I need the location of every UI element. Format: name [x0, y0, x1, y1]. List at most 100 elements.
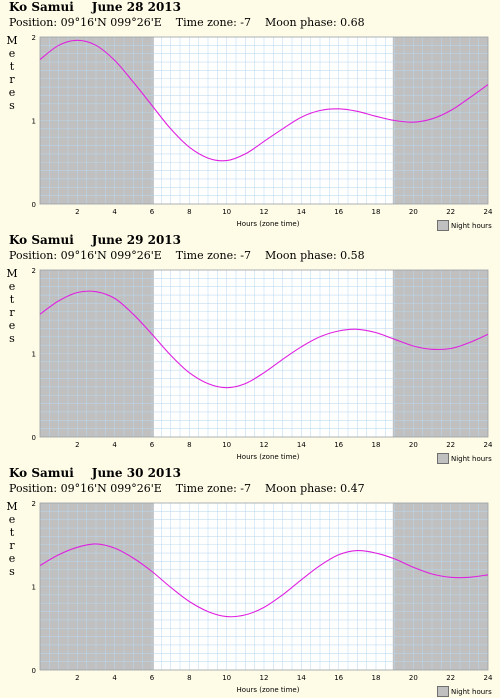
x-tick-label: 8	[187, 674, 191, 682]
x-tick-label: 20	[409, 441, 418, 449]
tide-height-line	[39, 543, 489, 618]
x-tick-label: 18	[372, 674, 381, 682]
y-axis-label-letter: M	[6, 500, 18, 513]
tide-panel-june-28: Ko Samui June 28 2013 Position: 09°16'N 0…	[0, 0, 500, 232]
y-axis-label-letter: r	[9, 73, 15, 86]
x-tick-label: 2	[75, 674, 79, 682]
x-tick-label: 16	[334, 441, 343, 449]
x-tick-label: 4	[112, 441, 117, 449]
y-axis-label-letter: e	[8, 513, 16, 526]
y-tick-label: 1	[32, 351, 36, 359]
tide-panel-june-30: Ko Samui June 30 2013 Position: 09°16'N 0…	[0, 466, 500, 698]
x-tick-label: 18	[372, 441, 381, 449]
chart-title: Ko Samui June 29 2013	[9, 233, 181, 247]
y-tick-label: 0	[32, 667, 36, 675]
x-axis-label: Hours (zone time)	[236, 686, 300, 694]
y-axis-label-letter: t	[9, 293, 15, 306]
chart-info: Position: 09°16'N 099°26'E Time zone: -7 M…	[9, 249, 379, 262]
y-axis-label-letter: e	[8, 47, 16, 60]
position-label: Position: 09°16'N 099°26'E	[9, 249, 162, 262]
x-tick-label: 22	[446, 674, 455, 682]
location-label: Ko Samui	[9, 233, 74, 247]
plot-frame	[39, 502, 489, 671]
moon-phase-label: Moon phase: 0.47	[265, 482, 365, 495]
y-tick-label: 1	[32, 118, 36, 126]
location-label: Ko Samui	[9, 466, 74, 480]
tide-panel-june-29: Ko Samui June 29 2013 Position: 09°16'N 0…	[0, 233, 500, 465]
y-axis-label-letter: e	[8, 86, 16, 99]
y-tick-label: 2	[32, 34, 36, 42]
y-axis-label-letter: s	[9, 565, 15, 578]
x-tick-label: 2	[75, 208, 79, 216]
moon-phase-label: Moon phase: 0.68	[265, 16, 365, 29]
plot-frame	[39, 36, 489, 205]
date-label: June 30 2013	[91, 466, 181, 480]
x-tick-label: 8	[187, 441, 191, 449]
y-axis-label-letter: r	[9, 539, 15, 552]
y-tick-label: 0	[32, 434, 36, 442]
x-tick-label: 22	[446, 208, 455, 216]
y-tick-label: 2	[32, 267, 36, 275]
y-axis-label-letter: s	[9, 332, 15, 345]
x-tick-label: 10	[222, 674, 231, 682]
chart-info: Position: 09°16'N 099°26'E Time zone: -7 M…	[9, 16, 379, 29]
x-tick-label: 10	[222, 441, 231, 449]
night-hours-legend-label: Night hours	[451, 455, 492, 463]
y-tick-label: 2	[32, 500, 36, 508]
x-tick-label: 4	[112, 208, 117, 216]
x-tick-label: 16	[334, 674, 343, 682]
x-tick-label: 20	[409, 674, 418, 682]
y-tick-label: 1	[32, 584, 36, 592]
x-tick-label: 14	[297, 674, 306, 682]
night-hours-legend-label: Night hours	[451, 688, 492, 696]
y-axis-label-letter: M	[6, 267, 18, 280]
x-tick-label: 12	[260, 441, 269, 449]
y-tick-label: 0	[32, 201, 36, 209]
y-axis-label-letter: t	[9, 526, 15, 539]
x-tick-label: 6	[150, 208, 155, 216]
x-tick-label: 6	[150, 441, 155, 449]
x-tick-label: 12	[260, 674, 269, 682]
y-axis-label-letter: s	[9, 99, 15, 112]
date-label: June 28 2013	[91, 0, 181, 14]
x-tick-label: 18	[372, 208, 381, 216]
date-label: June 29 2013	[91, 233, 181, 247]
y-axis-label-letter: M	[6, 34, 18, 47]
location-label: Ko Samui	[9, 0, 74, 14]
x-tick-label: 16	[334, 208, 343, 216]
night-hours-legend-swatch	[437, 453, 449, 464]
timezone-label: Time zone: -7	[175, 482, 252, 495]
night-hours-legend-swatch	[437, 220, 449, 231]
plot-frame	[39, 269, 489, 438]
timezone-label: Time zone: -7	[175, 16, 252, 29]
timezone-label: Time zone: -7	[175, 249, 252, 262]
x-axis-label: Hours (zone time)	[236, 220, 300, 228]
x-tick-label: 20	[409, 208, 418, 216]
x-tick-label: 24	[484, 208, 493, 216]
position-label: Position: 09°16'N 099°26'E	[9, 16, 162, 29]
y-axis-label-letter: r	[9, 306, 15, 319]
x-axis-label: Hours (zone time)	[236, 453, 300, 461]
x-tick-label: 22	[446, 441, 455, 449]
night-hours-legend-label: Night hours	[451, 222, 492, 230]
x-tick-label: 4	[112, 674, 117, 682]
x-tick-label: 14	[297, 208, 306, 216]
x-tick-label: 14	[297, 441, 306, 449]
x-tick-label: 24	[484, 441, 493, 449]
tide-height-line	[39, 290, 489, 389]
y-axis-label-letter: e	[8, 319, 16, 332]
chart-title: Ko Samui June 28 2013	[9, 0, 181, 14]
y-axis-label-letter: e	[8, 280, 16, 293]
moon-phase-label: Moon phase: 0.58	[265, 249, 365, 262]
position-label: Position: 09°16'N 099°26'E	[9, 482, 162, 495]
chart-title: Ko Samui June 30 2013	[9, 466, 181, 480]
x-tick-label: 10	[222, 208, 231, 216]
x-tick-label: 2	[75, 441, 79, 449]
y-axis-label-letter: t	[9, 60, 15, 73]
